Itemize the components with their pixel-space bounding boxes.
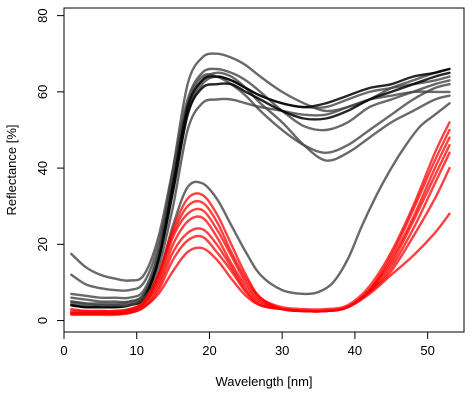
x-tick-label-50: 50 [420, 343, 434, 358]
x-tick-label-20: 20 [202, 343, 216, 358]
series-line-15 [70, 166, 451, 315]
series-line-9 [70, 102, 451, 308]
plot-frame [63, 7, 465, 333]
series-line-3 [70, 71, 451, 300]
series-layer [70, 52, 451, 317]
axes [63, 7, 465, 333]
series-line-11 [70, 128, 451, 313]
series-line-10 [70, 121, 451, 313]
y-tick-label-80: 80 [35, 8, 50, 22]
x-tick-label-30: 30 [275, 343, 289, 358]
series-line-13 [70, 144, 451, 315]
series-line-1 [70, 67, 451, 282]
x-tick-label-10: 10 [129, 343, 143, 358]
y-tick-label-20: 20 [35, 237, 50, 251]
y-tick-label-60: 60 [35, 85, 50, 99]
y-ticks: 0 20 40 60 80 [35, 8, 64, 324]
y-tick-label-0: 0 [35, 317, 50, 324]
series-line-16 [70, 212, 451, 317]
x-tick-label-0: 0 [60, 343, 67, 358]
x-tick-label-40: 40 [348, 343, 362, 358]
y-axis-title: Reflectance [%] [4, 124, 19, 215]
y-tick-label-40: 40 [35, 161, 50, 175]
x-axis-title: Wavelength [nm] [215, 374, 312, 389]
x-ticks: 0 10 20 30 40 50 [60, 332, 435, 358]
